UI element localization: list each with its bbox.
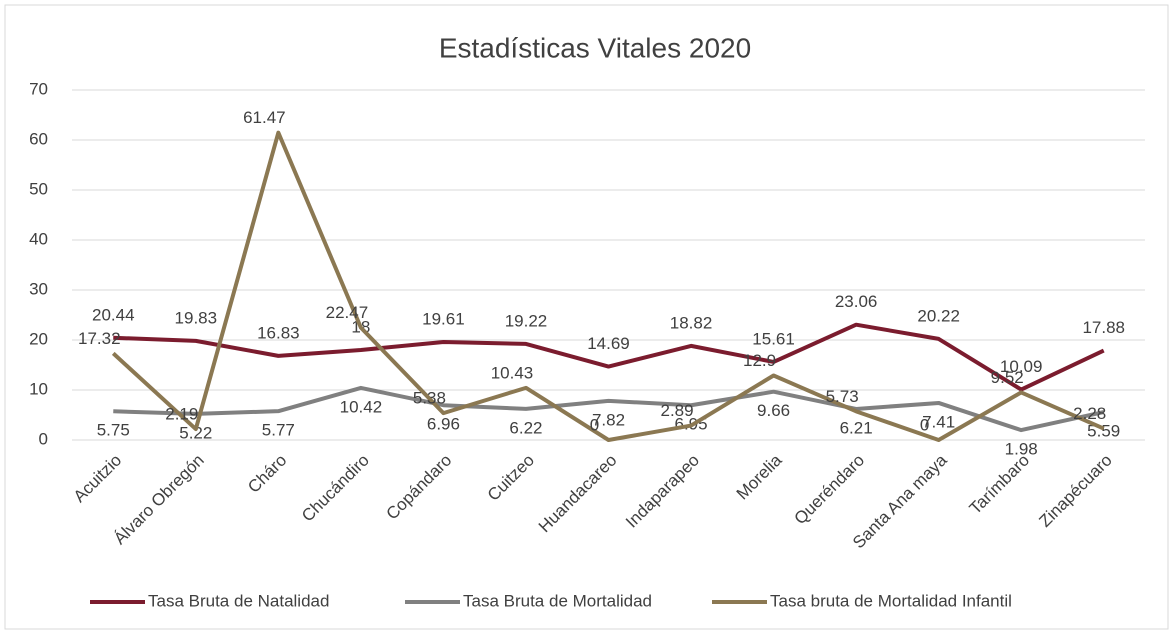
data-label: 9.66 [757, 401, 790, 420]
legend-label: Tasa Bruta de Natalidad [148, 591, 329, 610]
data-label: 10.43 [491, 363, 534, 382]
y-tick-label: 60 [29, 129, 48, 148]
legend-label: Tasa bruta de Mortalidad Infantil [770, 591, 1012, 610]
data-label: 5.75 [97, 421, 130, 440]
data-label: 22.47 [326, 303, 369, 322]
data-label: 2.19 [165, 405, 198, 424]
data-label: 10.42 [340, 397, 383, 416]
y-tick-label: 70 [29, 79, 48, 98]
chart-title: Estadísticas Vitales 2020 [439, 32, 751, 63]
data-label: 17.32 [78, 329, 121, 348]
legend-label: Tasa Bruta de Mortalidad [463, 591, 652, 610]
chart-border [4, 4, 1169, 630]
data-label: 9.52 [991, 368, 1024, 387]
data-label: 19.22 [505, 311, 548, 330]
data-label: 19.61 [422, 309, 465, 328]
data-label: 20.44 [92, 305, 135, 324]
data-label: 0 [920, 415, 929, 434]
data-label: 2.28 [1073, 404, 1106, 423]
y-tick-label: 10 [29, 379, 48, 398]
data-label: 7.82 [592, 410, 625, 429]
data-label: 23.06 [835, 292, 878, 311]
data-label: 5.22 [179, 423, 212, 442]
y-tick-label: 40 [29, 229, 48, 248]
data-label: 19.83 [175, 308, 218, 327]
data-label: 10.09 [1000, 357, 1043, 376]
data-label: 5.73 [826, 387, 859, 406]
data-label: 14.69 [587, 334, 630, 353]
data-label: 0 [590, 415, 599, 434]
data-label: 61.47 [243, 108, 286, 127]
data-label: 1.98 [1005, 440, 1038, 459]
y-tick-label: 0 [39, 429, 48, 448]
data-label: 6.96 [427, 415, 460, 434]
data-label: 2.89 [660, 401, 693, 420]
data-label: 6.21 [840, 418, 873, 437]
data-label: 17.88 [1082, 318, 1125, 337]
series-line [111, 130, 1105, 442]
data-label: 18.82 [670, 313, 713, 332]
data-label: 20.22 [917, 306, 960, 325]
y-tick-label: 50 [29, 179, 48, 198]
data-label: 7.41 [922, 412, 955, 431]
series-line [113, 322, 1105, 392]
data-label: 5.38 [413, 389, 446, 408]
data-label: 12.9 [743, 351, 776, 370]
series-line [113, 385, 1105, 433]
data-label: 15.61 [752, 329, 795, 348]
data-label: 5.77 [262, 421, 295, 440]
data-label: 16.83 [257, 323, 300, 342]
y-tick-label: 30 [29, 279, 48, 298]
y-tick-label: 20 [29, 329, 48, 348]
data-label: 6.22 [509, 418, 542, 437]
